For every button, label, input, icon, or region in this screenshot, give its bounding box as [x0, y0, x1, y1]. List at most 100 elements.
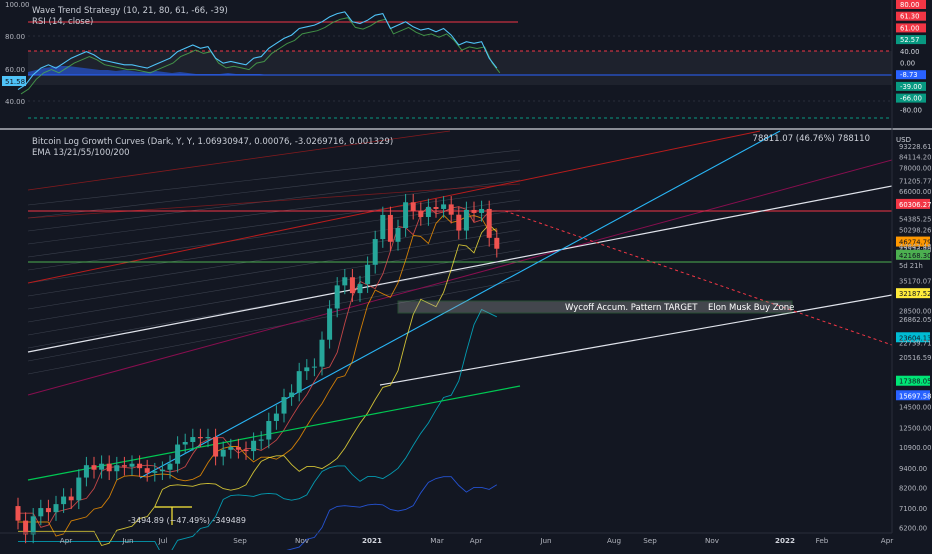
- price-tick: 6200.00: [899, 524, 927, 532]
- candle-body: [403, 202, 409, 229]
- oscillator-tag-bg: [896, 35, 926, 45]
- ema-line-13: [18, 205, 497, 528]
- legend-log-growth-curves[interactable]: Bitcoin Log Growth Curves (Dark, Y, Y, 1…: [32, 137, 394, 147]
- price-tick: 10900.00: [899, 444, 931, 452]
- ema-line-55: [18, 223, 498, 547]
- price-tick: 35170.07: [899, 278, 931, 286]
- oscillator-tag: 61.00: [900, 24, 919, 32]
- price-tick: 28500.00: [899, 307, 931, 315]
- price-tick: 71205.77: [899, 177, 931, 185]
- candle-body: [213, 437, 219, 457]
- legend-ema[interactable]: EMA 13/21/55/100/200: [32, 148, 130, 158]
- currency-label: USD: [896, 136, 911, 144]
- candle-body: [137, 463, 143, 469]
- price-tick: 60306.27: [899, 201, 931, 209]
- time-tick: 2021: [362, 536, 382, 545]
- rsi-value-badge-text: 51.58: [5, 78, 25, 86]
- growth-curve-line: [27, 199, 521, 271]
- candle-body: [152, 471, 158, 473]
- wave-trend-histogram: [28, 66, 276, 75]
- growth-curve-line: [27, 149, 521, 206]
- candle-body: [30, 516, 36, 535]
- oscillator-legend: Wave Trend Strategy (10, 21, 80, 61, -66…: [32, 6, 228, 28]
- oscillator-tag-bg: [896, 70, 926, 80]
- candle-body: [175, 444, 181, 464]
- cyan-trend-line: [139, 130, 781, 479]
- growth-curve-line: [27, 269, 521, 362]
- candle-body: [410, 202, 416, 211]
- candle-body: [220, 449, 226, 457]
- candle-body: [167, 463, 173, 470]
- growth-curve-line: [27, 219, 521, 297]
- candle-body: [380, 214, 386, 240]
- oscillator-tag: 61.30: [900, 13, 919, 21]
- growth-curve-line: [27, 179, 521, 245]
- oscillator-tag-bg: [896, 0, 926, 9]
- time-tick: Jun: [539, 536, 551, 545]
- time-tick: Apr: [470, 536, 482, 545]
- price-tag-bg: [896, 249, 930, 260]
- price-tick: 66000.00: [899, 188, 931, 196]
- candle-body: [349, 277, 355, 294]
- candle-body: [296, 371, 302, 393]
- rsi-left-tick: 60.00: [5, 66, 25, 74]
- candle-body: [273, 413, 279, 421]
- measure-label: -3494.89 (−47.49%) -349489: [128, 516, 246, 525]
- candle-body: [144, 468, 150, 473]
- candle-body: [365, 264, 371, 285]
- candle-body: [266, 420, 272, 440]
- candle-body: [494, 237, 500, 249]
- candle-body: [205, 437, 211, 439]
- candle-body: [114, 465, 120, 472]
- price-tick: 7100.00: [899, 505, 927, 513]
- candle-body: [327, 308, 333, 340]
- growth-curve-red-line: [27, 183, 521, 219]
- growth-curve-line: [27, 189, 521, 258]
- price-tick: 46274.79: [899, 239, 931, 247]
- buy-zone-rect: [397, 300, 793, 314]
- price-tag-bg: [896, 390, 930, 401]
- candle-body: [357, 284, 363, 294]
- candle-body: [61, 496, 67, 505]
- rsi-band: [28, 51, 892, 85]
- candle-body: [45, 508, 51, 513]
- long-trend-line: [27, 185, 893, 353]
- growth-curve-magenta-line: [27, 159, 893, 396]
- price-tick: 14500.00: [899, 404, 931, 412]
- oscillator-tag: -8.73: [900, 71, 918, 79]
- legend-wave-trend[interactable]: Wave Trend Strategy (10, 21, 80, 61, -66…: [32, 6, 228, 16]
- price-tick: 17388.05: [899, 378, 931, 386]
- time-tick: Apr: [60, 536, 72, 545]
- growth-curve-line: [27, 279, 521, 375]
- price-tick: 54385.25: [899, 216, 931, 224]
- rsi-left-tick: 80.00: [5, 33, 25, 41]
- growth-curve-line: [27, 169, 521, 232]
- legend-rsi[interactable]: RSI (14, close): [32, 17, 94, 27]
- price-tick: 32187.52: [899, 290, 931, 298]
- candle-body: [68, 496, 74, 501]
- growth-curve-red-line: [27, 130, 451, 191]
- candle-body: [251, 440, 257, 452]
- candle-body: [99, 463, 105, 470]
- candle-body: [197, 437, 203, 439]
- candle-body: [281, 397, 287, 414]
- oscillator-panel: [17, 11, 892, 119]
- candle-body: [319, 339, 325, 367]
- candle-body: [372, 239, 378, 265]
- time-tick: Nov: [705, 536, 720, 545]
- price-tag-bg: [896, 288, 930, 299]
- candle-body: [289, 392, 295, 398]
- rsi-left-tick: 40.00: [5, 98, 25, 106]
- candle-body: [182, 441, 188, 445]
- bar-countdown: 5d 21h: [899, 262, 923, 270]
- price-tick: 44843.48: [899, 243, 931, 251]
- candle-body: [159, 469, 165, 472]
- candle-body: [418, 210, 424, 217]
- oscillator-tag-bg: [896, 11, 926, 21]
- oscillator-tag-bg: [896, 93, 926, 103]
- oscillator-tag: -80.00: [900, 106, 922, 114]
- price-tag-bg: [896, 375, 930, 386]
- growth-curve-line: [27, 239, 521, 323]
